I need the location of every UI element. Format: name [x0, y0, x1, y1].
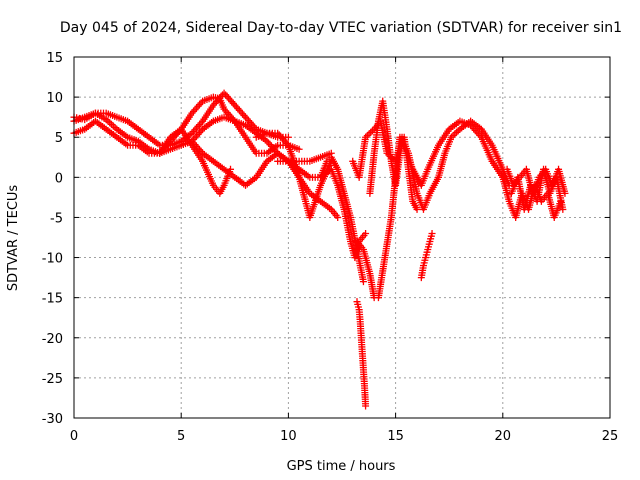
data-point [106, 119, 114, 127]
y-axis-label: SDTVAR / TECUs [6, 185, 21, 292]
x-tick-label: 0 [70, 429, 78, 444]
y-tick-label: 5 [55, 131, 63, 146]
series-sat-m [417, 229, 436, 282]
data-point [559, 205, 567, 213]
tick-layer: 0 5 10 15 20 25 15 10 5 0 -5 -10 -15 -20 -25 -30 [42, 51, 619, 444]
y-tick-label: 10 [46, 91, 63, 106]
series-sat-h [317, 153, 367, 286]
data-point [108, 120, 116, 128]
plot-frame [73, 56, 611, 419]
data-point [452, 128, 460, 136]
data-point [334, 213, 342, 221]
series-sat-a [70, 93, 303, 157]
x-tick-label: 25 [602, 429, 619, 444]
data-point [362, 229, 370, 237]
y-tick-label: -5 [50, 211, 63, 226]
y-tick-label: 0 [55, 171, 63, 186]
data-point [109, 122, 117, 130]
data-point [362, 402, 370, 410]
data-point [428, 229, 436, 237]
x-tick-label: 15 [387, 429, 404, 444]
data-point [295, 145, 303, 153]
data-point [365, 130, 373, 138]
data-layer [70, 89, 569, 410]
series-sat-j [353, 117, 507, 302]
data-point [284, 133, 292, 141]
y-tick-label: -15 [42, 292, 63, 307]
y-tick-label: 15 [46, 51, 63, 66]
y-tick-label: -25 [42, 372, 63, 387]
y-tick-label: -30 [42, 412, 63, 427]
x-tick-label: 10 [280, 429, 297, 444]
x-axis-label: GPS time / hours [287, 459, 396, 474]
chart-title: Day 045 of 2024, Sidereal Day-to-day VTE… [60, 20, 622, 36]
series-sat-i [353, 298, 370, 410]
y-tick-label: -10 [42, 252, 63, 267]
data-point [359, 278, 367, 286]
grid-layer [74, 57, 610, 418]
x-tick-label: 5 [177, 429, 185, 444]
series-sat-l [366, 97, 421, 213]
data-point [413, 205, 421, 213]
y-tick-label: -20 [42, 332, 63, 347]
data-point [451, 130, 459, 138]
x-tick-label: 20 [495, 429, 512, 444]
series-sat-p [507, 165, 567, 213]
